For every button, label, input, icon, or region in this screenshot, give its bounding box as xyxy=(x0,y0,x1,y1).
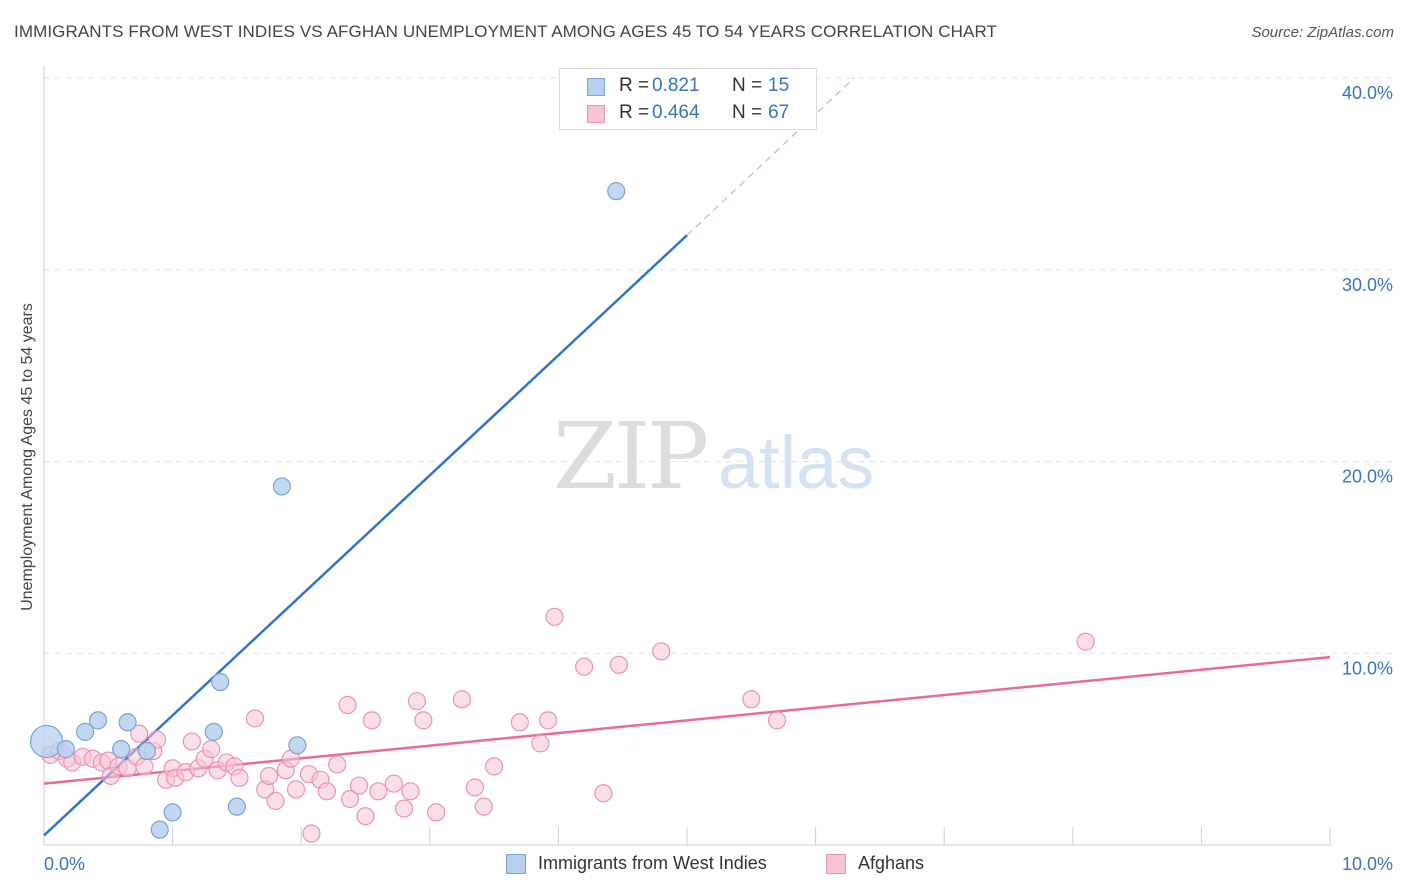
bottom-legend-label: Afghans xyxy=(858,853,925,873)
west-indies-point xyxy=(112,740,131,759)
afghans-point xyxy=(328,755,347,774)
x-tick-label: 10.0% xyxy=(1342,854,1393,874)
west-indies-point xyxy=(137,741,156,761)
source-credit: Source: ZipAtlas.com xyxy=(1251,24,1394,41)
west-indies-point xyxy=(150,820,169,839)
y-tick-label: 10.0% xyxy=(1342,658,1393,678)
west-indies-point xyxy=(204,722,223,741)
legend-n-label: N = xyxy=(732,75,763,96)
afghans-point xyxy=(652,642,671,661)
afghans-point xyxy=(259,766,279,786)
afghans-point xyxy=(182,732,201,751)
afghans-point xyxy=(130,724,149,743)
afghans-point xyxy=(742,690,761,709)
afghans-point xyxy=(369,782,388,801)
west-indies-points xyxy=(29,182,626,839)
bottom-legend-swatch-pink xyxy=(826,854,846,874)
afghans-point xyxy=(245,709,265,728)
afghans-point xyxy=(302,824,321,843)
legend-r-value: 0.464 xyxy=(652,102,700,123)
west-indies-point xyxy=(607,182,626,201)
afghans-point xyxy=(394,799,414,818)
afghans-point xyxy=(575,657,594,676)
afghans-point xyxy=(767,711,787,730)
tick-labels: 10.0% 20.0% 30.0% 40.0% 0.0% 10.0% xyxy=(44,83,1393,874)
afghans-point xyxy=(545,607,564,626)
legend-swatch-pink xyxy=(587,105,605,123)
legend-swatch-blue xyxy=(587,78,605,96)
x-tick-label: 0.0% xyxy=(44,854,85,874)
afghans-point xyxy=(340,789,360,809)
axes xyxy=(43,66,1331,846)
afghans-point xyxy=(510,713,529,732)
afghans-point xyxy=(594,784,613,803)
afghans-point xyxy=(356,807,375,826)
afghans-point xyxy=(148,730,167,749)
afghans-point xyxy=(401,782,420,801)
west-indies-point xyxy=(56,740,75,759)
watermark-atlas: atlas xyxy=(718,421,874,504)
bottom-legend-swatch-blue xyxy=(506,854,526,874)
west-indies-point xyxy=(227,797,246,816)
afghans-point xyxy=(349,776,369,795)
y-tick-label: 30.0% xyxy=(1342,275,1393,295)
afghans-point xyxy=(427,803,446,822)
afghans-trend-line xyxy=(43,655,1331,785)
afghans-point xyxy=(531,734,550,753)
afghans-point xyxy=(1076,632,1095,651)
afghans-point xyxy=(317,782,337,801)
correlation-legend: R = 0.821 N = 15 R = 0.464 N = 67 xyxy=(559,68,817,130)
west-indies-point xyxy=(118,713,137,732)
bottom-legend-label: Immigrants from West Indies xyxy=(538,853,767,873)
afghans-point xyxy=(230,768,249,787)
y-tick-label: 40.0% xyxy=(1342,83,1393,103)
afghans-point xyxy=(485,757,504,776)
afghans-point xyxy=(384,774,403,793)
west-indies-point xyxy=(272,477,292,496)
legend-n-value: 15 xyxy=(768,75,790,96)
afghans-point xyxy=(407,692,427,711)
legend-n-label: N = xyxy=(732,102,763,123)
west-indies-point xyxy=(76,722,95,741)
grid-lines xyxy=(44,77,1392,654)
west-indies-point xyxy=(211,672,230,692)
y-tick-label: 20.0% xyxy=(1342,467,1393,487)
afghans-point xyxy=(266,791,285,810)
watermark: ZIP atlas xyxy=(553,403,874,510)
legend-r-value: 0.821 xyxy=(652,75,700,96)
afghans-point xyxy=(609,655,628,674)
y-axis-label: Unemployment Among Ages 45 to 54 years xyxy=(19,303,36,611)
afghans-point xyxy=(539,711,558,730)
afghans-points xyxy=(41,607,1095,843)
afghans-point xyxy=(202,740,221,759)
afghans-point xyxy=(338,695,357,715)
afghans-point xyxy=(135,757,154,776)
afghans-point xyxy=(465,778,484,797)
chart-title: IMMIGRANTS FROM WEST INDIES VS AFGHAN UN… xyxy=(14,22,997,41)
afghans-point xyxy=(414,711,433,730)
legend-r-label: R = xyxy=(619,102,650,123)
afghans-point xyxy=(362,711,382,730)
west-indies-point xyxy=(88,711,108,730)
legend-n-value: 67 xyxy=(768,102,790,123)
west-indies-trend-extension xyxy=(686,77,855,236)
afghans-point xyxy=(474,797,493,816)
watermark-zip: ZIP xyxy=(553,403,706,510)
afghans-point xyxy=(452,690,472,709)
west-indies-point xyxy=(288,736,307,755)
west-indies-point xyxy=(163,803,182,822)
legend-r-label: R = xyxy=(619,75,650,96)
afghans-point xyxy=(286,780,306,799)
